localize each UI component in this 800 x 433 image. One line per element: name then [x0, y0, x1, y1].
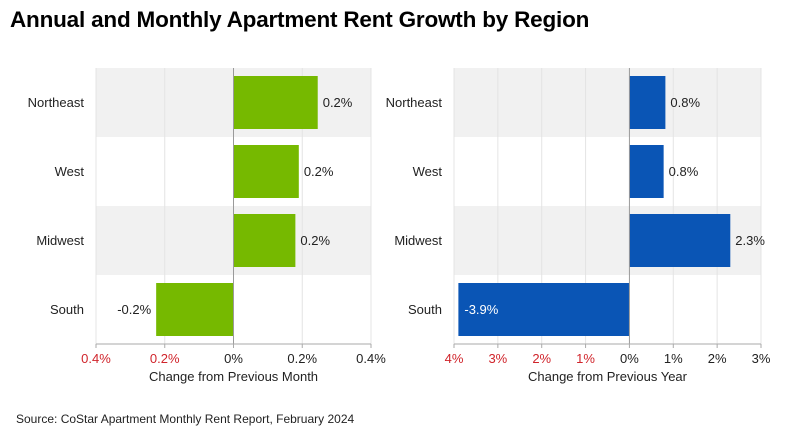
data-label: 2.3%	[735, 233, 765, 248]
category-label: South	[50, 302, 84, 317]
data-label: 0.2%	[323, 95, 353, 110]
tick-label: 1%	[576, 351, 595, 366]
annual-change-chart: 0.8% Northeast 0.8% West 2.3% Midwest -3.9% Sou…	[386, 68, 771, 384]
bar-south	[156, 283, 234, 336]
bar-south	[458, 283, 630, 336]
bar-northeast	[233, 76, 318, 129]
tick-label: 0%	[224, 351, 243, 366]
tick-label: 0.4%	[356, 351, 386, 366]
category-label: Northeast	[28, 95, 85, 110]
tick-label: 1%	[664, 351, 683, 366]
chart-title: Annual and Monthly Apartment Rent Growth…	[10, 7, 590, 32]
data-label: 0.8%	[670, 95, 700, 110]
category-label: West	[413, 164, 443, 179]
category-label: Midwest	[394, 233, 442, 248]
tick-label: 0%	[620, 351, 639, 366]
tick-label: 0.2%	[287, 351, 317, 366]
data-label: 0.2%	[300, 233, 330, 248]
data-label: -0.2%	[117, 302, 151, 317]
tick-label: 2%	[532, 351, 551, 366]
source-note: Source: CoStar Apartment Monthly Rent Re…	[16, 412, 355, 426]
category-label: West	[55, 164, 85, 179]
tick-label: 0.4%	[81, 351, 111, 366]
tick-label: 0.2%	[150, 351, 180, 366]
tick-label: 2%	[708, 351, 727, 366]
tick-label: 4%	[445, 351, 464, 366]
bar-midwest	[233, 214, 296, 267]
bar-west	[629, 145, 664, 198]
category-label: Midwest	[36, 233, 84, 248]
category-label: Northeast	[386, 95, 443, 110]
bar-west	[233, 145, 299, 198]
tick-label: 3%	[752, 351, 771, 366]
data-label: -3.9%	[464, 302, 498, 317]
x-axis-title: Change from Previous Year	[528, 369, 688, 384]
bar-midwest	[629, 214, 731, 267]
data-label: 0.8%	[669, 164, 699, 179]
x-axis-title: Change from Previous Month	[149, 369, 318, 384]
tick-label: 3%	[488, 351, 507, 366]
category-label: South	[408, 302, 442, 317]
data-label: 0.2%	[304, 164, 334, 179]
row-band	[454, 68, 761, 137]
monthly-change-chart: 0.2% Northeast 0.2% West 0.2% Midwest -0.2% Sou…	[28, 68, 386, 384]
bar-northeast	[629, 76, 666, 129]
